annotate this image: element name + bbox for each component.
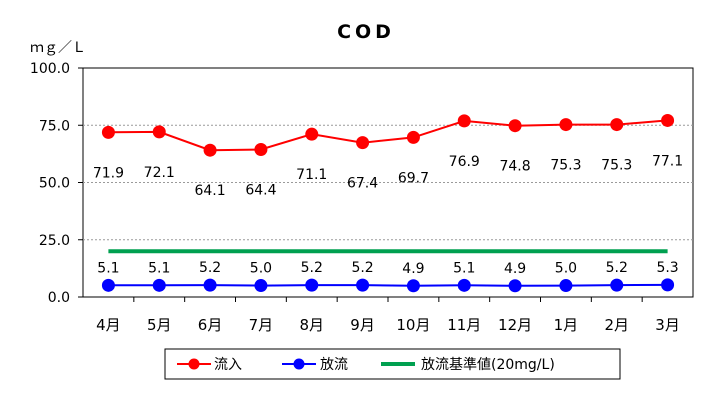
data-label-inflow: 77.1 <box>652 153 683 169</box>
data-point-inflow <box>203 143 217 157</box>
data-point-outflow <box>254 279 268 293</box>
legend-label-standard: 放流基準値(20mg/L) <box>421 356 555 373</box>
data-label-inflow: 75.3 <box>601 158 632 174</box>
data-point-outflow <box>203 278 217 292</box>
data-point-inflow <box>406 130 420 144</box>
data-label-outflow: 4.9 <box>402 261 424 277</box>
legend-marker-outflow <box>293 358 305 370</box>
y-tick-label: 25.0 <box>39 233 70 249</box>
data-point-outflow <box>406 279 420 293</box>
x-axis-ticks: 4月 5月 6月 7月 8月 9月 10月 11月 12月 1月 2月 3月 <box>96 297 680 334</box>
data-point-inflow <box>457 114 471 128</box>
data-label-inflow: 71.1 <box>296 167 327 183</box>
y-axis-ticks: 0.0 25.0 50.0 75.0 100.0 <box>30 61 83 306</box>
data-label-outflow: 5.2 <box>199 260 221 276</box>
data-label-outflow: 5.2 <box>351 260 373 276</box>
data-point-outflow <box>457 278 471 292</box>
data-point-outflow <box>559 279 573 293</box>
data-point-inflow <box>101 125 115 139</box>
data-label-inflow: 74.8 <box>499 159 530 175</box>
legend-label-inflow: 流入 <box>214 357 242 373</box>
data-point-outflow <box>152 278 166 292</box>
x-tick-label: 7月 <box>249 316 274 334</box>
y-axis-unit-label: ｍｇ／Ｌ <box>30 40 86 56</box>
data-point-inflow <box>356 136 370 150</box>
chart-title: COD <box>337 21 395 43</box>
data-point-outflow <box>356 278 370 292</box>
data-label-inflow: 71.9 <box>93 165 124 181</box>
data-point-inflow <box>610 118 624 132</box>
data-point-inflow <box>559 118 573 132</box>
data-point-inflow <box>508 119 522 133</box>
data-label-outflow: 5.1 <box>97 260 119 276</box>
legend-box <box>164 348 621 380</box>
x-tick-label: 1月 <box>554 316 579 334</box>
data-label-outflow: 4.9 <box>504 261 526 277</box>
y-tick-label: 50.0 <box>39 176 70 192</box>
x-tick-label: 11月 <box>447 316 481 334</box>
data-label-inflow: 75.3 <box>550 158 581 174</box>
legend-marker-inflow <box>188 358 200 370</box>
x-tick-label: 5月 <box>147 316 172 334</box>
data-point-outflow <box>661 278 675 292</box>
data-label-outflow: 5.1 <box>453 260 475 276</box>
x-tick-label: 10月 <box>396 316 430 334</box>
data-label-outflow: 5.3 <box>656 260 678 276</box>
data-point-inflow <box>661 113 675 127</box>
series-line-inflow <box>108 119 668 152</box>
y-tick-label: 100.0 <box>30 61 70 77</box>
data-label-outflow: 5.1 <box>148 260 170 276</box>
data-label-inflow: 69.7 <box>398 170 429 186</box>
data-point-inflow <box>152 125 166 139</box>
x-tick-label: 2月 <box>604 316 629 334</box>
data-label-inflow: 64.4 <box>245 183 276 199</box>
data-labels-layer: 71.9 72.1 64.1 64.4 71.1 67.4 69.7 76.9 74.8 75.3… <box>93 153 683 276</box>
x-tick-label: 12月 <box>498 316 532 334</box>
data-label-outflow: 5.0 <box>555 261 577 277</box>
data-point-outflow <box>610 278 624 292</box>
data-point-outflow <box>305 278 319 292</box>
data-label-inflow: 64.1 <box>194 183 225 199</box>
x-tick-label: 4月 <box>96 316 121 334</box>
data-label-outflow: 5.2 <box>606 260 628 276</box>
legend-label-outflow: 放流 <box>320 357 348 373</box>
data-point-inflow <box>254 143 268 157</box>
data-label-inflow: 72.1 <box>144 165 175 181</box>
series-line-outflow <box>108 283 668 287</box>
data-point-inflow <box>305 127 319 141</box>
series-layer <box>101 113 675 293</box>
y-tick-label: 0.0 <box>48 290 70 306</box>
legend: 流入 放流 放流基準値(20mg/L) <box>177 356 555 373</box>
x-tick-label: 8月 <box>299 316 324 334</box>
data-label-outflow: 5.0 <box>250 261 272 277</box>
data-label-inflow: 67.4 <box>347 176 378 192</box>
x-tick-label: 6月 <box>198 316 223 334</box>
x-tick-label: 9月 <box>350 316 375 334</box>
x-tick-label: 3月 <box>655 316 680 334</box>
y-tick-label: 75.0 <box>39 118 70 134</box>
data-point-outflow <box>101 278 115 292</box>
data-label-outflow: 5.2 <box>301 260 323 276</box>
data-point-outflow <box>508 279 522 293</box>
data-label-inflow: 76.9 <box>449 154 480 170</box>
